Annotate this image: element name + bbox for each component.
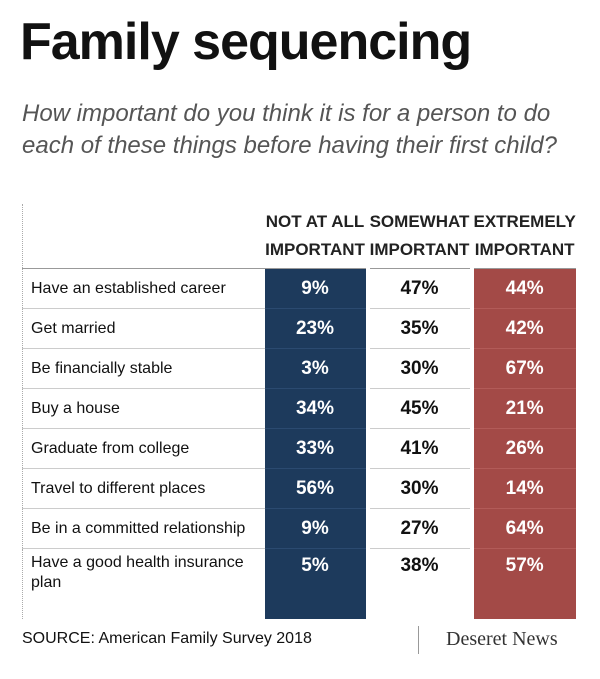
- divider: [418, 626, 419, 654]
- cell: 26%: [473, 428, 576, 469]
- gap: [365, 548, 370, 619]
- table: NOT AT ALL IMPORTANT SOMEWHAT IMPORTANT EXTR…: [22, 204, 576, 619]
- cell: 38%: [369, 548, 470, 619]
- row-label: Be in a committed relationship: [22, 508, 265, 549]
- gap: [365, 468, 370, 509]
- header-row: NOT AT ALL IMPORTANT SOMEWHAT IMPORTANT EXTR…: [22, 204, 576, 269]
- brand: Deseret News: [446, 628, 558, 650]
- cell: 56%: [264, 468, 366, 509]
- cell: 41%: [369, 428, 470, 469]
- gap: [365, 508, 370, 549]
- cell: 30%: [369, 348, 470, 389]
- table-row: Get married 23% 35% 42%: [22, 308, 576, 349]
- row-label: Travel to different places: [22, 468, 265, 509]
- cell: 21%: [473, 388, 576, 429]
- title: Family sequencing: [20, 13, 472, 71]
- gap: [365, 268, 370, 309]
- table-row: Travel to different places 56% 30% 14%: [22, 468, 576, 509]
- column-header: EXTREMELY IMPORTANT: [473, 204, 576, 269]
- column-header-line: IMPORTANT: [474, 240, 575, 259]
- cell: 64%: [473, 508, 576, 549]
- column-header: SOMEWHAT IMPORTANT: [369, 204, 470, 269]
- cell: 33%: [264, 428, 366, 469]
- row-label: Graduate from college: [22, 428, 265, 469]
- row-label: Have an established career: [22, 268, 265, 309]
- gap: [469, 204, 474, 269]
- cell: 45%: [369, 388, 470, 429]
- table-row: Have a good health insurance plan 5% 38% 57…: [23, 548, 576, 619]
- table-row: Be financially stable 3% 30% 67%: [22, 348, 576, 389]
- cell: 23%: [264, 308, 366, 349]
- column-header: NOT AT ALL IMPORTANT: [264, 204, 366, 269]
- cell: 3%: [264, 348, 366, 389]
- table-row: Graduate from college 33% 41% 26%: [22, 428, 576, 469]
- cell: 5%: [264, 548, 366, 619]
- column-header-line: IMPORTANT: [265, 240, 365, 259]
- gap: [469, 308, 474, 349]
- cell: 30%: [369, 468, 470, 509]
- cell: 35%: [369, 308, 470, 349]
- cell: 9%: [264, 268, 366, 309]
- gap: [365, 428, 370, 469]
- cell: 34%: [264, 388, 366, 429]
- column-header-line: NOT AT ALL: [265, 212, 365, 231]
- gap: [469, 548, 474, 619]
- cell: 67%: [473, 348, 576, 389]
- corner-cell: [22, 204, 265, 269]
- gap: [365, 348, 370, 389]
- row-label: Buy a house: [22, 388, 265, 429]
- subtitle: How important do you think it is for a p…: [22, 100, 557, 159]
- cell: 42%: [473, 308, 576, 349]
- table-row: Buy a house 34% 45% 21%: [22, 388, 576, 429]
- gap: [365, 308, 370, 349]
- row-label: Be financially stable: [22, 348, 265, 389]
- cell: 9%: [264, 508, 366, 549]
- cell: 47%: [369, 268, 470, 309]
- gap: [365, 388, 370, 429]
- gap: [469, 268, 474, 309]
- table-body: Have an established career 9% 47% 44% Get ma…: [22, 268, 576, 619]
- row-label: Have a good health insurance plan: [31, 554, 244, 591]
- table-row: Have an established career 9% 47% 44%: [22, 268, 576, 309]
- cell: 44%: [473, 268, 576, 309]
- column-header-line: SOMEWHAT: [369, 212, 470, 231]
- cell: 14%: [473, 468, 576, 509]
- source: SOURCE: American Family Survey 2018: [22, 630, 312, 647]
- gap: [365, 204, 370, 269]
- cell: 57%: [473, 548, 576, 619]
- gap: [469, 508, 474, 549]
- column-header-line: IMPORTANT: [369, 240, 470, 259]
- gap: [469, 428, 474, 469]
- gap: [469, 468, 474, 509]
- gap: [469, 388, 474, 429]
- table-row: Be in a committed relationship 9% 27% 64%: [22, 508, 576, 549]
- gap: [469, 348, 474, 389]
- cell: 27%: [369, 508, 470, 549]
- row-label: Get married: [22, 308, 265, 349]
- column-header-line: EXTREMELY: [473, 212, 576, 231]
